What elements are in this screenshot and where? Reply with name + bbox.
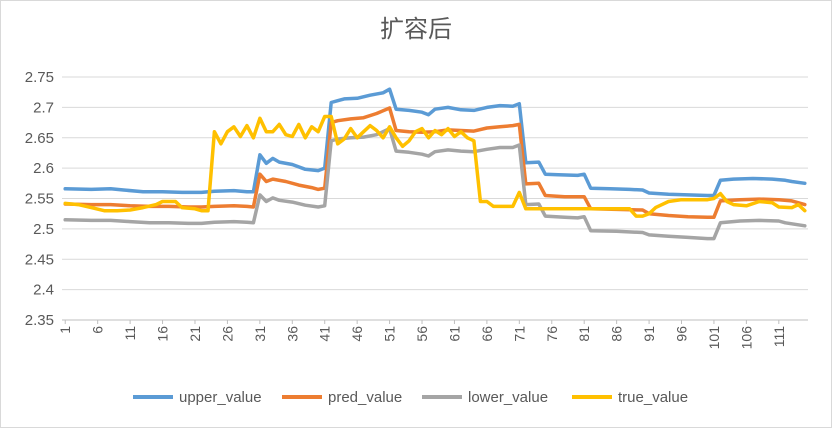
series-line-upper-value bbox=[63, 87, 807, 198]
x-tick-label: 76 bbox=[544, 326, 560, 342]
x-tick-label: 66 bbox=[479, 326, 495, 342]
x-tick-label: 86 bbox=[609, 326, 625, 342]
chart-title: 扩容后 bbox=[380, 15, 452, 43]
legend-label: pred_value bbox=[328, 389, 402, 406]
x-tick-label: 11 bbox=[122, 326, 138, 341]
x-tick-label: 51 bbox=[382, 326, 398, 342]
legend: upper_value pred_value lower_value true_val… bbox=[133, 389, 688, 406]
x-tick-label: 81 bbox=[576, 326, 592, 342]
x-axis: 1 6 11 16 21 26 31 36 41 46 51 56 61 66 71 76 81 86 91 96 10… bbox=[57, 319, 808, 350]
x-tick-label: 31 bbox=[252, 326, 268, 342]
series-lines bbox=[63, 87, 807, 241]
x-tick-label: 96 bbox=[674, 326, 690, 342]
series-line-true-value bbox=[63, 114, 807, 218]
series-line-pred-value bbox=[63, 106, 807, 220]
legend-label: upper_value bbox=[179, 389, 262, 406]
y-tick-label: 2.35 bbox=[25, 312, 54, 329]
x-tick-label: 71 bbox=[511, 326, 527, 342]
y-tick-label: 2.45 bbox=[25, 251, 54, 268]
y-tick-label: 2.75 bbox=[25, 69, 54, 86]
x-tick-label: 41 bbox=[317, 326, 333, 342]
x-tick-label: 111 bbox=[771, 326, 787, 347]
y-tick-label: 2.65 bbox=[25, 130, 54, 147]
y-axis-ticks: 2.35 2.4 2.45 2.5 2.55 2.6 2.65 2.7 2.75 bbox=[25, 69, 54, 329]
legend-label: lower_value bbox=[468, 389, 548, 406]
series-line-lower-value bbox=[63, 126, 807, 241]
x-tick-label: 46 bbox=[349, 326, 365, 342]
x-tick-label: 106 bbox=[738, 326, 754, 350]
y-tick-label: 2.7 bbox=[33, 99, 54, 116]
x-tick-label: 1 bbox=[57, 326, 73, 334]
y-tick-label: 2.5 bbox=[33, 221, 54, 238]
y-tick-label: 2.6 bbox=[33, 160, 54, 177]
x-tick-label: 6 bbox=[90, 326, 106, 334]
x-tick-label: 56 bbox=[414, 326, 430, 342]
x-tick-label: 101 bbox=[706, 326, 722, 350]
y-tick-label: 2.55 bbox=[25, 191, 54, 208]
x-tick-label: 21 bbox=[187, 326, 203, 342]
x-tick-label: 36 bbox=[284, 326, 300, 342]
legend-label: true_value bbox=[618, 389, 688, 406]
x-tick-label: 26 bbox=[219, 326, 235, 342]
y-tick-label: 2.4 bbox=[33, 282, 54, 299]
x-tick-label: 61 bbox=[446, 326, 462, 342]
x-tick-label: 16 bbox=[155, 326, 171, 342]
x-tick-label: 91 bbox=[641, 326, 657, 342]
